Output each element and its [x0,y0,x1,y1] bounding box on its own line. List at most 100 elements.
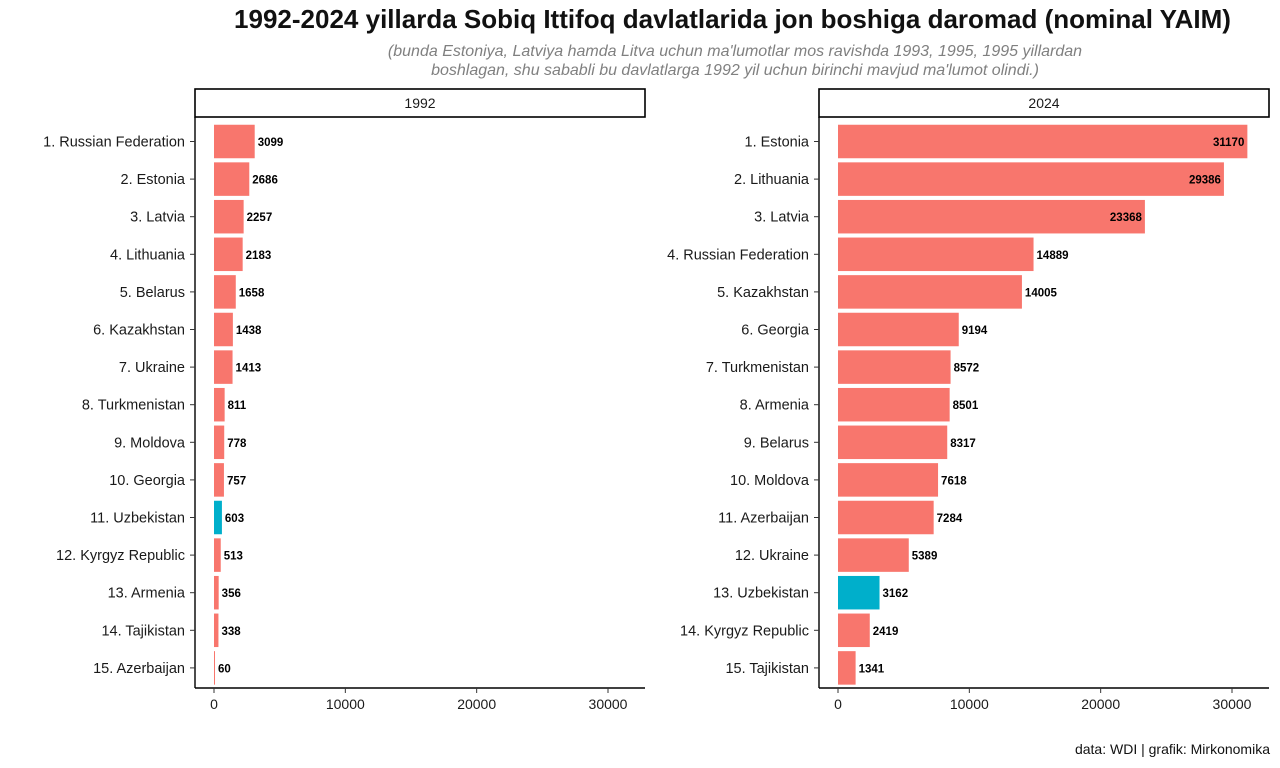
bar [214,613,219,648]
data-label: 757 [227,475,246,487]
data-label: 5389 [912,551,938,563]
data-label: 1341 [859,663,885,675]
category-label: 1. Estonia [745,135,810,151]
data-label: 3099 [258,137,284,149]
category-label: 9. Moldova [114,435,186,451]
bar [838,350,951,384]
data-label: 7284 [937,513,963,525]
data-label: 1438 [236,325,262,337]
data-label: 8572 [954,363,980,375]
data-label: 513 [224,551,243,563]
x-tick-label: 30000 [589,696,628,712]
bar [838,500,934,535]
facet-strip [194,88,646,118]
data-label: 811 [228,400,247,412]
category-label: 7. Turkmenistan [706,360,809,376]
category-label: 4. Lithuania [110,247,186,263]
data-label: 3162 [883,588,909,600]
source-caption: data: WDI | grafik: Mirkonomika [1074,741,1270,757]
bar [214,162,250,196]
x-tick-label: 20000 [457,696,496,712]
category-label: 8. Armenia [740,398,810,414]
data-label: 60 [218,663,231,675]
category-label: 3. Latvia [754,210,810,226]
category-label: 2. Estonia [121,172,186,188]
category-label: 12. Ukraine [735,548,809,564]
category-label: 15. Tajikistan [725,661,809,677]
bar [214,500,222,535]
bar [214,237,243,272]
category-label: 10. Moldova [730,473,810,489]
bar [214,387,225,422]
category-label: 8. Turkmenistan [82,398,185,414]
bar [838,275,1022,309]
facet-label: 1992 [404,95,435,111]
category-label: 5. Belarus [120,285,185,301]
category-label: 6. Georgia [741,323,810,339]
data-label: 2257 [247,212,273,224]
bar [838,651,856,685]
category-label: 6. Kazakhstan [93,323,185,339]
data-label: 356 [222,588,241,600]
category-label: 7. Ukraine [119,360,185,376]
x-tick-label: 10000 [326,696,365,712]
category-label: 11. Uzbekistan [90,511,185,527]
bar [214,425,225,460]
bar [214,312,233,347]
subtitle-line-1: (bunda Estoniya, Latviya hamda Litva uch… [387,43,1083,60]
x-tick-label: 30000 [1213,696,1252,712]
data-label: 603 [225,513,244,525]
data-label: 778 [227,438,247,450]
x-tick-label: 0 [834,696,842,712]
category-label: 5. Kazakhstan [717,285,809,301]
data-label: 2686 [252,175,278,187]
category-label: 13. Armenia [108,586,186,602]
category-label: 11. Azerbaijan [718,511,809,527]
data-label: 14005 [1025,287,1058,299]
subtitle-line-2: boshlagan, shu sababli bu davlatlarga 19… [431,62,1039,79]
data-label: 1413 [236,363,262,375]
data-label: 7618 [941,475,967,487]
data-label: 9194 [962,325,988,337]
x-tick-label: 10000 [950,696,989,712]
category-label: 12. Kyrgyz Republic [56,548,185,564]
data-label: 31170 [1213,137,1244,149]
category-label: 4. Russian Federation [667,247,809,263]
category-label: 13. Uzbekistan [713,586,809,602]
x-tick-label: 20000 [1081,696,1120,712]
facet-label: 2024 [1028,95,1059,111]
bar [214,275,236,309]
data-label: 29386 [1189,175,1221,187]
bar [214,538,221,572]
bar [214,463,224,497]
data-label: 8317 [950,438,976,450]
bar [214,124,255,159]
bar [838,538,909,572]
category-label: 3. Latvia [130,210,186,226]
bar [838,387,950,422]
category-label: 2. Lithuania [734,172,810,188]
bar [214,350,233,384]
data-label: 338 [221,626,241,638]
data-label: 23368 [1110,212,1143,224]
facet-strip [818,88,1270,118]
data-label: 14889 [1037,250,1069,262]
bar [214,651,215,685]
bar [838,425,948,460]
category-label: 1. Russian Federation [43,135,185,151]
data-label: 2183 [246,250,272,262]
x-tick-label: 0 [210,696,218,712]
bar [838,613,870,648]
bar [838,124,1248,159]
category-label: 14. Kyrgyz Republic [680,623,809,639]
data-label: 8501 [953,400,979,412]
category-label: 15. Azerbaijan [93,661,185,677]
bar [214,199,244,234]
category-label: 9. Belarus [744,435,809,451]
category-label: 10. Georgia [109,473,186,489]
chart-title: 1992-2024 yillarda Sobiq Ittifoq davlatl… [234,4,1231,34]
bar [838,199,1145,234]
category-label: 14. Tajikistan [101,623,185,639]
